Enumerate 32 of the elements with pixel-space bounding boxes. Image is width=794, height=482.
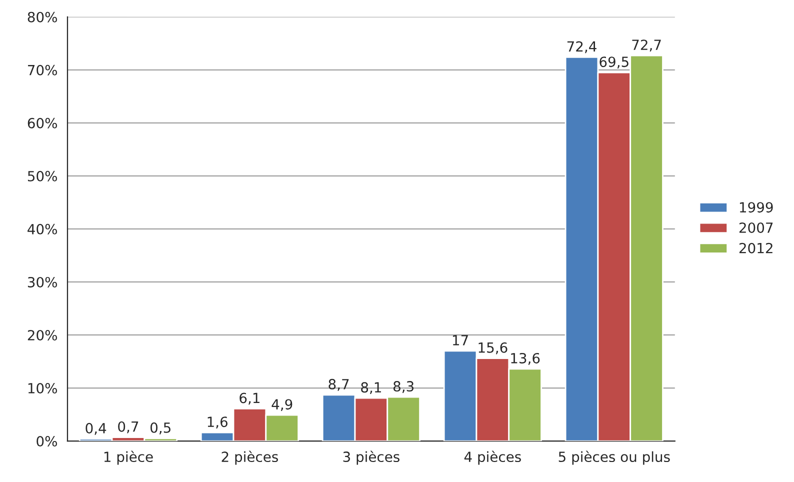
data-label: 0,4 xyxy=(86,422,106,435)
x-tick-label: 4 pièces xyxy=(464,450,521,465)
data-label: 6,1 xyxy=(240,392,260,405)
data-label: 8,1 xyxy=(361,382,381,394)
data-label: 72,7 xyxy=(632,40,661,52)
x-tick-label: 1 pièce xyxy=(104,450,153,465)
legend-label: 2012 xyxy=(739,242,772,254)
y-tick-label: 30% xyxy=(28,276,57,288)
y-tick-label: 70% xyxy=(28,64,57,76)
y-tick-label: 60% xyxy=(28,118,57,128)
y-tick-label: 0% xyxy=(36,436,57,447)
data-label: 13,6 xyxy=(511,352,540,365)
data-label: 1,6 xyxy=(208,416,228,428)
data-label: 4,9 xyxy=(272,399,292,411)
y-tick-label: 20% xyxy=(28,330,57,340)
y-tick-label: 40% xyxy=(28,224,57,234)
data-label: 8,3 xyxy=(393,381,414,393)
y-tick-label: 50% xyxy=(28,170,57,182)
data-label: 72,4 xyxy=(567,41,596,54)
data-label: 15,6 xyxy=(478,342,508,354)
legend-label: 1999 xyxy=(740,202,773,213)
data-label: 17 xyxy=(452,335,468,346)
data-label: 8,7 xyxy=(328,378,349,391)
data-label: 0,5 xyxy=(150,422,170,434)
y-tick-label: 10% xyxy=(28,382,57,394)
y-tick-label: 80% xyxy=(28,12,57,22)
data-label: 0,7 xyxy=(118,421,138,434)
legend-label: 2007 xyxy=(739,222,773,233)
x-tick-label: 2 pièces xyxy=(222,450,278,465)
data-label: 69,5 xyxy=(600,56,628,68)
x-tick-label: 3 pièces xyxy=(343,450,400,465)
x-tick-label: 5 pièces ou plus xyxy=(558,450,670,465)
